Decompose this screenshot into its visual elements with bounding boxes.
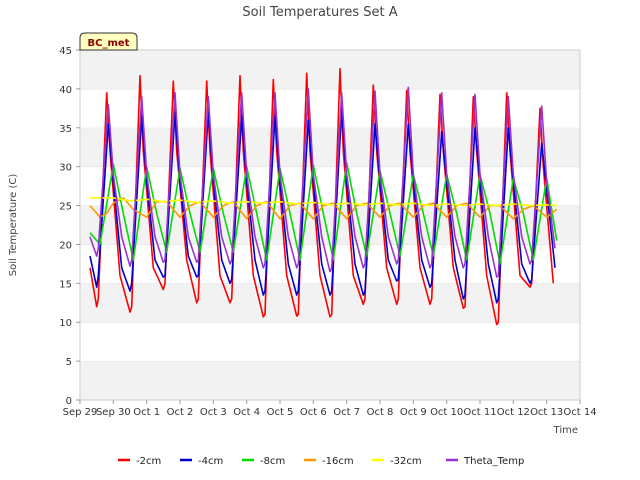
legend-label: Theta_Temp — [463, 456, 524, 467]
chart-title: Soil Temperatures Set A — [242, 5, 397, 20]
series-line-thetatemp — [89, 86, 556, 278]
y-tick-label: 0 — [66, 396, 72, 407]
legend-label: -2cm — [136, 456, 161, 467]
y-tick-label: 30 — [59, 163, 72, 174]
y-tick-label: 20 — [59, 240, 72, 251]
y-axis-label: Soil Temperature (C) — [8, 174, 19, 277]
x-tick-label: Oct 11 — [463, 407, 496, 418]
badge-box — [79, 32, 138, 51]
grid-band — [80, 127, 580, 167]
y-tick-label: 35 — [59, 124, 72, 135]
x-tick-label: Oct 13 — [530, 407, 563, 418]
y-tick-label: 40 — [59, 85, 72, 96]
x-tick-label: Oct 14 — [563, 407, 596, 418]
x-tick-label: Oct 10 — [430, 407, 463, 418]
legend-label: -16cm — [322, 456, 354, 467]
station-badge: BC_met — [79, 32, 138, 51]
y-tick-label: 10 — [59, 318, 72, 329]
x-tick-label: Oct 5 — [267, 407, 294, 418]
x-tick-label: Oct 4 — [233, 407, 260, 418]
x-tick-label: Sep 30 — [96, 407, 131, 418]
x-tick-label: Oct 1 — [133, 407, 160, 418]
x-tick-label: Oct 7 — [333, 407, 360, 418]
x-tick-label: Oct 6 — [300, 407, 327, 418]
x-tick-label: Oct 2 — [167, 407, 194, 418]
y-tick-label: 45 — [59, 46, 72, 57]
x-tick-label: Sep 29 — [63, 407, 98, 418]
grid-band — [80, 244, 580, 284]
legend-label: -32cm — [390, 456, 422, 467]
legend-label: -4cm — [198, 456, 223, 467]
badge-label: BC_met — [88, 38, 130, 49]
grid-band — [80, 361, 580, 400]
y-axis: 0 5 10 15 20 25 30 35 40 45 — [59, 46, 80, 407]
grid-band — [80, 88, 580, 128]
grid-bands — [80, 49, 580, 400]
plot-area — [79, 49, 581, 401]
x-axis-label: Time — [553, 425, 578, 436]
y-tick-label: 25 — [59, 202, 72, 213]
x-tick-label: Oct 3 — [200, 407, 227, 418]
series-lines — [89, 67, 558, 326]
grid-band — [80, 50, 580, 89]
x-tick-label: Oct 12 — [497, 407, 530, 418]
legend: -2cm -4cm -8cm -16cm -32cm Theta_Temp — [118, 456, 524, 467]
series-line-4cm — [89, 107, 556, 304]
series-line-32cm — [90, 197, 557, 207]
grid-band — [80, 166, 580, 206]
legend-label: -8cm — [260, 456, 285, 467]
grid-band — [80, 322, 580, 362]
y-tick-label: 15 — [59, 279, 72, 290]
x-tick-label: Oct 9 — [400, 407, 427, 418]
x-tick-label: Oct 8 — [367, 407, 394, 418]
y-tick-label: 5 — [66, 357, 72, 368]
